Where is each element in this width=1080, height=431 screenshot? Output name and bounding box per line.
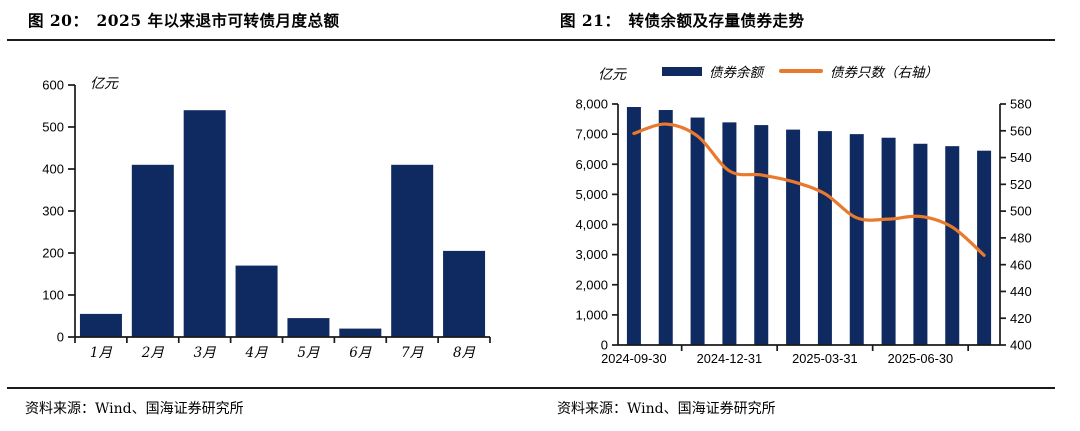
bond-balance-bar-series (626, 107, 992, 346)
left-chart-unit-label: 亿元 (90, 76, 118, 92)
svg-text:580: 580 (1010, 97, 1032, 112)
bar-4月 (235, 265, 278, 337)
bar-8月 (443, 250, 486, 337)
figure20-title: 图 20： 2025 年以来退市可转债月度总额 (28, 9, 340, 31)
svg-text:540: 540 (1010, 150, 1032, 165)
svg-text:440: 440 (1010, 284, 1032, 299)
axes (68, 84, 491, 343)
svg-text:5月: 5月 (297, 345, 320, 361)
right-chart-legend: 债券余额 债券只数（右轴） (662, 61, 938, 81)
svg-text:2024-09-30: 2024-09-30 (601, 351, 666, 366)
bond-count-legend-label: 债券只数（右轴） (830, 65, 938, 81)
svg-text:8,000: 8,000 (575, 97, 608, 112)
svg-text:400: 400 (1010, 338, 1032, 353)
svg-text:6,000: 6,000 (575, 157, 608, 172)
figure20-source-text: Wind、国海证券研究所 (95, 401, 244, 417)
svg-text:200: 200 (42, 246, 64, 261)
svg-text:2024-12-31: 2024-12-31 (697, 351, 762, 366)
svg-text:560: 560 (1010, 123, 1032, 138)
bond-balance-and-count-combo-chart: 0 1,000 2,000 3,000 4,000 5,000 6,000 7,000 8,00… (575, 97, 1031, 366)
axis-labels: 0 100 200 300 400 500 600 1月 2月 3月 4月 5月 6月 7月 8月 (42, 78, 475, 361)
bar-6月 (339, 328, 382, 337)
svg-text:0: 0 (601, 338, 608, 353)
svg-text:600: 600 (42, 78, 64, 93)
figure21-title-prefix: 图 21： (560, 11, 621, 30)
svg-text:1月: 1月 (90, 345, 113, 361)
svg-text:460: 460 (1010, 257, 1032, 272)
svg-text:2月: 2月 (141, 345, 165, 361)
figure20-source-label: 资料来源： (25, 401, 95, 417)
svg-text:1,000: 1,000 (575, 307, 608, 322)
axis-labels: 0 1,000 2,000 3,000 4,000 5,000 6,000 7,000 8,00… (575, 97, 1031, 366)
svg-text:300: 300 (42, 204, 64, 219)
svg-text:100: 100 (42, 288, 64, 303)
figure20-source: 资料来源：Wind、国海证券研究所 (25, 398, 244, 418)
svg-text:8月: 8月 (453, 345, 476, 361)
svg-text:3月: 3月 (194, 345, 217, 361)
svg-text:3,000: 3,000 (575, 247, 608, 262)
bond-balance-series-swatch-icon (662, 66, 702, 76)
svg-text:0: 0 (57, 330, 64, 345)
bar-5月 (287, 318, 330, 337)
svg-text:480: 480 (1010, 230, 1032, 245)
figure20-title-text: 2025 年以来退市可转债月度总额 (96, 11, 340, 30)
figure20-title-prefix: 图 20： (28, 11, 89, 30)
bar-2月 (131, 164, 174, 337)
svg-text:520: 520 (1010, 177, 1032, 192)
svg-text:7月: 7月 (401, 345, 424, 361)
svg-text:500: 500 (1010, 204, 1032, 219)
svg-text:500: 500 (42, 120, 64, 135)
monthly-delisted-convertible-bond-bar-chart: 0 100 200 300 400 500 600 1月 2月 3月 4月 5月 6月 7月 8月 (42, 78, 491, 361)
svg-text:2025-03-31: 2025-03-31 (792, 351, 857, 366)
svg-text:4月: 4月 (245, 345, 269, 361)
figure21-title-text: 转债余额及存量债券走势 (628, 11, 805, 30)
svg-text:400: 400 (42, 162, 64, 177)
source-divider-rule (7, 387, 1055, 389)
svg-text:5,000: 5,000 (575, 187, 608, 202)
figure21-source: 资料来源：Wind、国海证券研究所 (557, 398, 776, 418)
bar-7月 (391, 164, 434, 337)
figure21-source-label: 资料来源： (557, 401, 627, 417)
bond-balance-legend-label: 债券余额 (709, 65, 763, 81)
svg-text:2025-06-30: 2025-06-30 (888, 351, 953, 366)
bond-count-line-series (632, 122, 986, 257)
bar-1月 (79, 313, 122, 337)
bond-count-series-swatch-icon (779, 69, 823, 73)
title-underline-rule (7, 39, 1055, 42)
svg-text:2,000: 2,000 (575, 277, 608, 292)
svg-text:4,000: 4,000 (575, 217, 608, 232)
axes (612, 103, 1006, 351)
bar-3月 (183, 110, 226, 337)
figure21-source-text: Wind、国海证券研究所 (627, 401, 776, 417)
right-chart-unit-label: 亿元 (598, 67, 626, 83)
bar-series (79, 110, 486, 337)
svg-text:6月: 6月 (349, 345, 372, 361)
svg-text:7,000: 7,000 (575, 127, 608, 142)
figure21-title: 图 21： 转债余额及存量债券走势 (560, 9, 804, 31)
svg-text:420: 420 (1010, 311, 1032, 326)
